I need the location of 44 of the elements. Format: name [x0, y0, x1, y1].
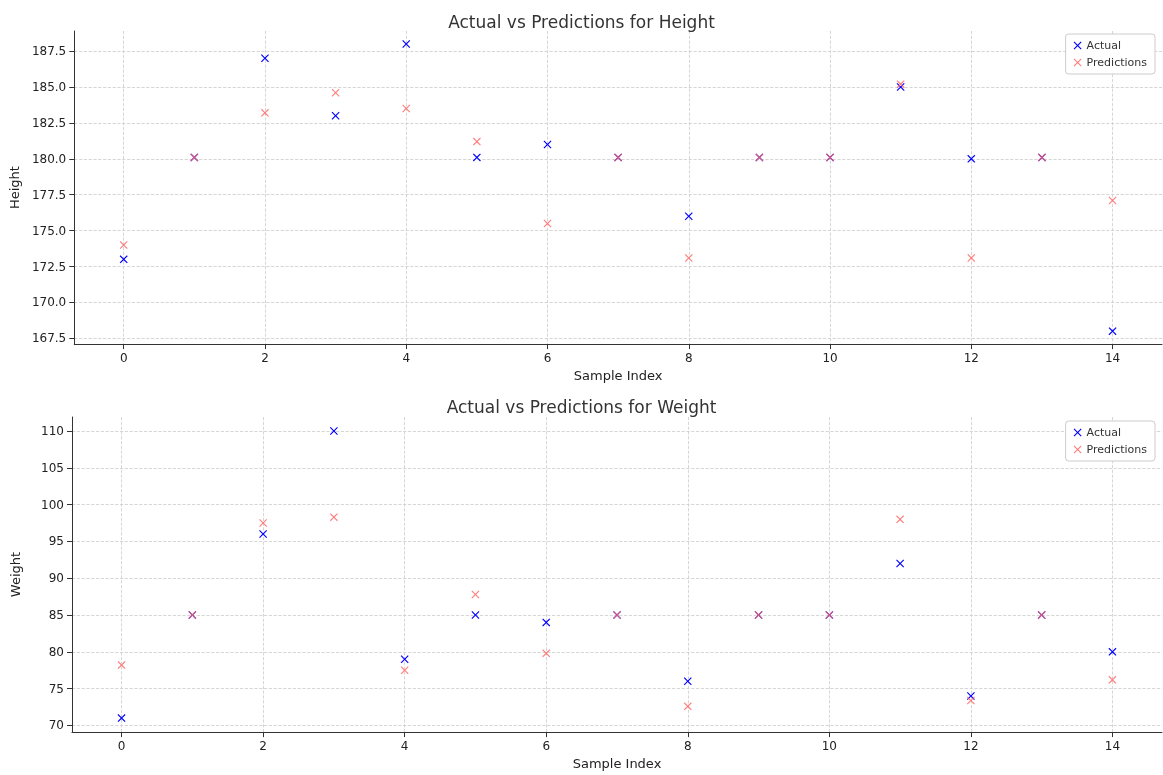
y-tick-label: 175.0 [31, 223, 67, 238]
x-tick-label: 8 [683, 739, 692, 754]
x-tick-label: 8 [684, 351, 693, 366]
y-tick-label: 187.5 [31, 44, 67, 59]
chart-title: Actual vs Predictions for Weight [446, 396, 717, 417]
y-tick-label: 100 [41, 497, 64, 512]
y-tick-label: 167.5 [31, 331, 67, 346]
y-tick-label: 177.5 [31, 187, 67, 202]
y-tick-label: 95 [48, 534, 64, 549]
y-tick-label: 180.0 [31, 151, 67, 166]
y-tick-label: 170.0 [31, 295, 67, 310]
x-tick-label: 6 [543, 351, 552, 366]
x-axis-title: Sample Index [572, 756, 662, 771]
y-tick-label: 80 [48, 644, 64, 659]
y-tick-label: 75 [48, 681, 64, 696]
y-tick-label: 182.5 [31, 115, 67, 130]
x-tick-label: 10 [822, 351, 838, 366]
x-tick-label: 0 [117, 739, 126, 754]
legend-label: Predictions [1086, 56, 1148, 69]
x-tick-label: 14 [1104, 351, 1121, 366]
y-tick-label: 70 [48, 718, 64, 733]
x-tick-label: 12 [963, 351, 979, 366]
y-axis-title: Height [7, 166, 22, 210]
y-axis-title: Weight [8, 551, 23, 598]
x-tick-label: 4 [400, 739, 409, 754]
x-tick-label: 2 [261, 351, 269, 366]
x-tick-label: 0 [119, 351, 128, 366]
legend-label: Predictions [1086, 443, 1148, 456]
y-tick-label: 185.0 [31, 80, 67, 95]
legend-label: Actual [1086, 39, 1122, 52]
chart-title: Actual vs Predictions for Height [448, 11, 716, 32]
x-tick-label: 2 [259, 739, 267, 754]
x-tick-label: 6 [542, 739, 551, 754]
x-tick-label: 12 [963, 739, 979, 754]
legend-label: Actual [1086, 426, 1122, 439]
y-tick-label: 105 [41, 460, 64, 475]
y-tick-label: 172.5 [31, 259, 67, 274]
x-tick-label: 10 [821, 739, 837, 754]
y-tick-label: 85 [48, 608, 64, 623]
x-tick-label: 14 [1104, 739, 1121, 754]
x-axis-title: Sample Index [573, 368, 663, 383]
y-tick-label: 90 [48, 571, 64, 586]
y-tick-label: 110 [41, 423, 64, 438]
x-tick-label: 4 [402, 351, 411, 366]
